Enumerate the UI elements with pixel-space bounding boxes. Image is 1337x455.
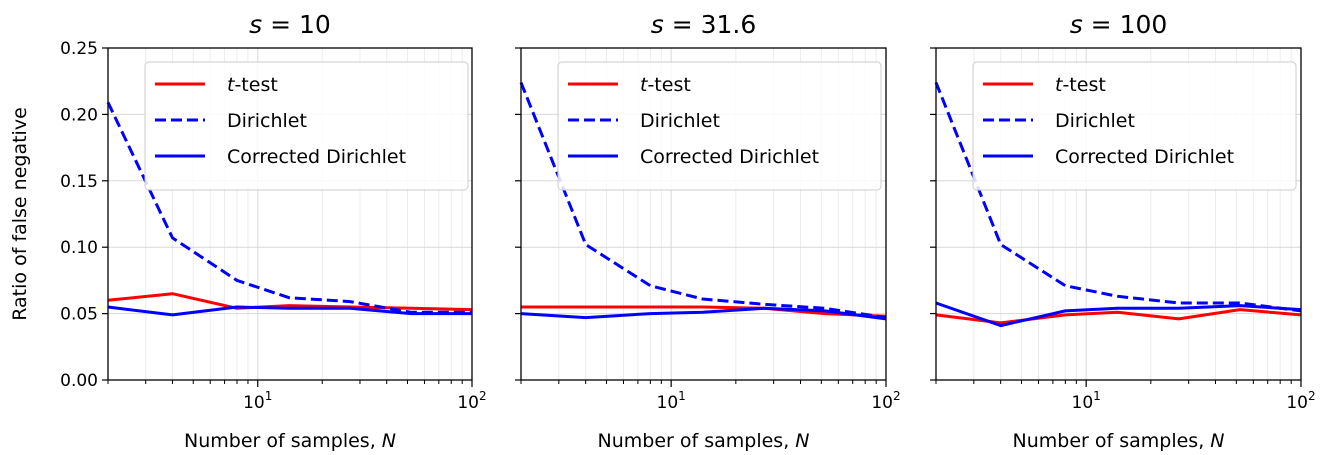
x-tick-label: 101 xyxy=(243,389,272,413)
panel-title: s = 10 xyxy=(249,10,331,39)
legend-label: Corrected Dirichlet xyxy=(227,146,406,168)
panels: 0.00 0.05 0.10 0.15 0.20 0.25 101 102 Number of … xyxy=(60,10,1316,452)
chart-panel-3: 101 102 Number of samples, N s = 100 t-test D… xyxy=(930,10,1316,452)
legend-label: t-test xyxy=(1055,74,1106,96)
legend-label: t-test xyxy=(640,74,691,96)
y-tick-label: 0.00 xyxy=(60,371,98,391)
legend-box xyxy=(557,61,882,191)
series-line-t-test xyxy=(935,308,1302,325)
y-tick-label: 0.10 xyxy=(60,238,98,258)
chart-panel-1: 0.00 0.05 0.10 0.15 0.20 0.25 101 102 Number of … xyxy=(60,10,487,452)
y-axis-label: Ratio of false negative xyxy=(9,107,31,321)
chart-panel-2: 101 102 Number of samples, N s = 31.6 t-test… xyxy=(515,10,901,452)
x-axis-label: Number of samples, N xyxy=(1013,430,1225,452)
legend: t-test Dirichlet Corrected Dirichlet xyxy=(144,61,469,191)
legend-label: t-test xyxy=(227,74,278,96)
series-line-corrected-dirichlet xyxy=(935,301,1302,328)
legend: t-test Dirichlet Corrected Dirichlet xyxy=(972,61,1297,191)
series-line-dirichlet xyxy=(934,81,1302,313)
x-tick-label: 102 xyxy=(871,389,900,413)
series-line-t-test xyxy=(521,305,887,318)
legend-label: Dirichlet xyxy=(1055,110,1135,132)
x-tick-label: 102 xyxy=(1286,389,1315,413)
plot-frame xyxy=(107,47,473,381)
legend-label: Corrected Dirichlet xyxy=(1055,146,1234,168)
panel-title: s = 100 xyxy=(1070,10,1168,39)
plot-frame xyxy=(520,47,887,381)
x-axis-label: Number of samples, N xyxy=(184,430,396,452)
panel-title: s = 31.6 xyxy=(651,10,757,39)
legend-box xyxy=(972,61,1297,191)
legend: t-test Dirichlet Corrected Dirichlet xyxy=(557,61,882,191)
y-tick-label: 0.20 xyxy=(60,105,98,125)
plot-frame xyxy=(935,47,1302,381)
x-tick-label: 101 xyxy=(1072,389,1101,413)
y-tick-label: 0.05 xyxy=(60,305,98,325)
series-line-corrected-dirichlet xyxy=(520,306,887,321)
series-line-t-test xyxy=(107,292,473,312)
y-tick-label: 0.25 xyxy=(60,39,98,59)
x-tick-label: 102 xyxy=(457,389,486,413)
legend-box xyxy=(144,61,469,191)
x-tick-label: 101 xyxy=(657,389,686,413)
y-tick-label: 0.15 xyxy=(60,172,98,192)
series-line-corrected-dirichlet xyxy=(107,305,472,317)
x-axis-label: Number of samples, N xyxy=(598,430,810,452)
series-line-dirichlet xyxy=(519,81,887,320)
legend-label: Dirichlet xyxy=(227,110,307,132)
legend-label: Dirichlet xyxy=(640,110,720,132)
legend-label: Corrected Dirichlet xyxy=(640,146,819,168)
